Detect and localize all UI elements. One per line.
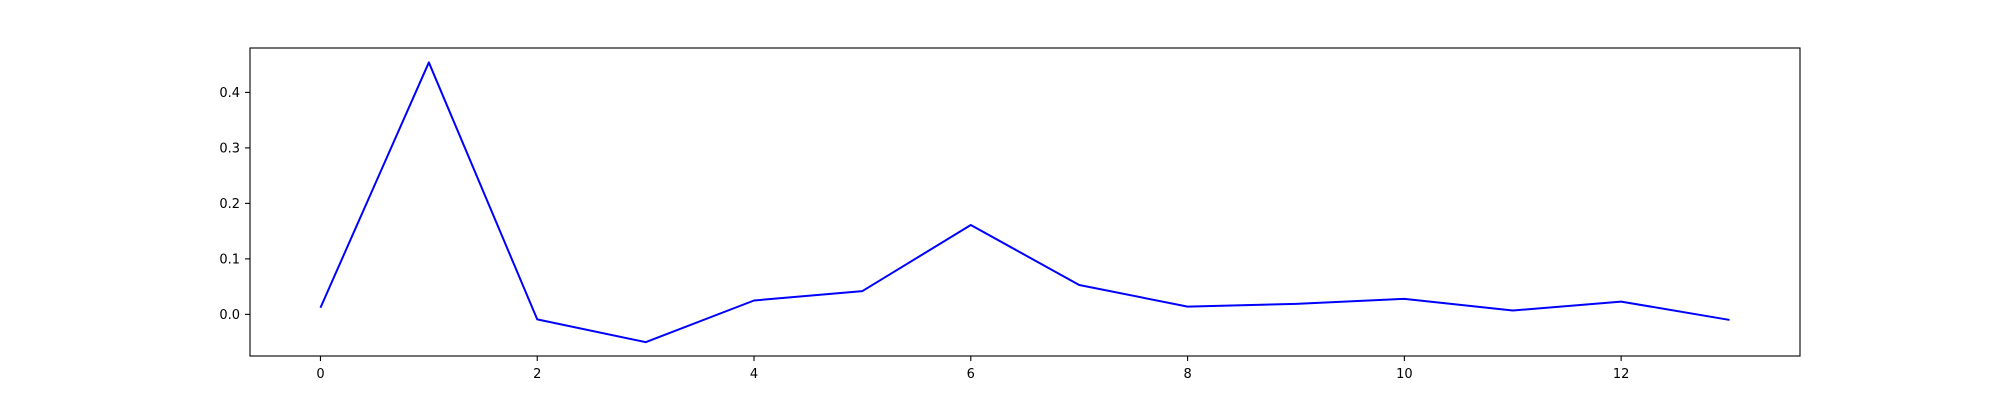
ticks-layer: 0 2 4 6 8 10 12 0.0 0.1 0.2 0.3 0.4 <box>219 86 1629 382</box>
y-tick-label: 0.4 <box>219 86 240 101</box>
x-tick-label: 8 <box>1183 367 1191 382</box>
x-tick-label: 6 <box>967 367 975 382</box>
x-tick-label: 4 <box>750 367 758 382</box>
x-tick-label: 2 <box>533 367 541 382</box>
y-tick-label: 0.2 <box>219 197 240 212</box>
x-tick-label: 10 <box>1396 367 1413 382</box>
y-tick-label: 0.3 <box>219 141 240 156</box>
plot-area-frame <box>249 47 1801 357</box>
y-tick-label: 0.1 <box>219 252 240 267</box>
y-tick-label: 0.0 <box>219 308 240 323</box>
series-layer <box>319 61 1730 344</box>
x-tick-label: 12 <box>1613 367 1630 382</box>
series-line <box>319 61 1730 344</box>
x-tick-label: 0 <box>316 367 324 382</box>
